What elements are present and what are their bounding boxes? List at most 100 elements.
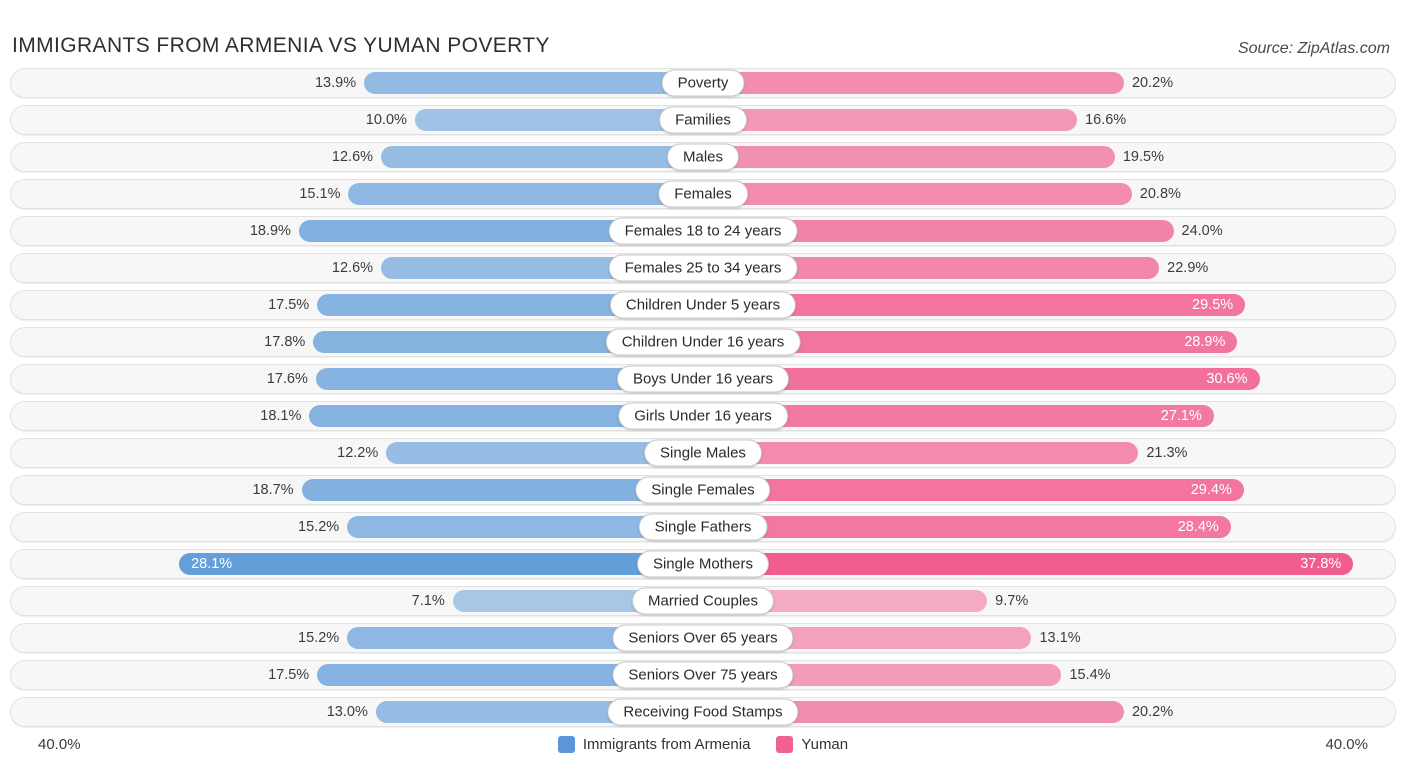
chart-row: 17.8% 28.9% Children Under 16 years <box>10 327 1396 357</box>
armenia-bar <box>348 183 703 205</box>
yuman-bar <box>703 109 1078 131</box>
yuman-half: 28.9% <box>703 331 1395 353</box>
legend-item-yuman: Yuman <box>776 736 848 753</box>
armenia-value: 13.9% <box>314 75 357 91</box>
armenia-value: 18.7% <box>252 482 294 498</box>
yuman-half: 28.4% <box>703 516 1395 538</box>
yuman-bar <box>703 146 1115 168</box>
chart-row: 15.1% 20.8% Females <box>10 179 1396 209</box>
armenia-half: 18.1% <box>11 405 703 427</box>
yuman-bar <box>703 701 1124 723</box>
armenia-half: 12.6% <box>11 257 703 279</box>
armenia-value: 12.6% <box>331 260 374 276</box>
category-label: Single Males <box>644 439 762 467</box>
yuman-value: 19.5% <box>1122 149 1164 165</box>
armenia-bar <box>313 331 703 353</box>
armenia-half: 28.1% <box>11 553 703 575</box>
category-label: Children Under 5 years <box>609 291 797 319</box>
category-label: Females <box>658 180 748 208</box>
yuman-value: 28.9% <box>1184 334 1226 350</box>
armenia-value: 15.2% <box>298 519 340 535</box>
chart-header: IMMIGRANTS FROM ARMENIA VS YUMAN POVERTY… <box>0 0 1406 68</box>
armenia-value: 17.5% <box>268 297 310 313</box>
yuman-half: 19.5% <box>703 146 1395 168</box>
yuman-bar: 29.4% <box>703 479 1244 501</box>
armenia-value: 18.9% <box>249 223 291 239</box>
yuman-bar <box>703 220 1174 242</box>
yuman-half: 20.8% <box>703 183 1395 205</box>
yuman-half: 13.1% <box>703 627 1395 649</box>
yuman-value: 30.6% <box>1206 371 1248 387</box>
category-label: Poverty <box>661 69 745 97</box>
axis-right-max: 40.0% <box>1325 736 1368 753</box>
armenia-bar <box>347 516 703 538</box>
armenia-value: 17.6% <box>266 371 308 387</box>
chart-row: 18.7% 29.4% Single Females <box>10 475 1396 505</box>
yuman-value: 29.4% <box>1190 482 1232 498</box>
armenia-half: 13.0% <box>11 701 703 723</box>
yuman-value: 13.1% <box>1039 630 1081 646</box>
yuman-value: 16.6% <box>1085 112 1127 128</box>
yuman-half: 37.8% <box>703 553 1395 575</box>
chart-row: 18.1% 27.1% Girls Under 16 years <box>10 401 1396 431</box>
yuman-value: 37.8% <box>1300 556 1342 572</box>
armenia-value: 7.1% <box>411 593 445 609</box>
chart-row: 12.2% 21.3% Single Males <box>10 438 1396 468</box>
armenia-bar <box>298 220 703 242</box>
category-label: Married Couples <box>631 587 775 615</box>
armenia-value: 17.5% <box>268 667 310 683</box>
yuman-value: 28.4% <box>1177 519 1219 535</box>
yuman-bar: 28.4% <box>703 516 1231 538</box>
armenia-half: 17.8% <box>11 331 703 353</box>
yuman-bar <box>703 442 1139 464</box>
armenia-value: 13.0% <box>326 704 368 720</box>
category-label: Girls Under 16 years <box>618 402 788 430</box>
armenia-legend-label: Immigrants from Armenia <box>582 736 751 753</box>
yuman-bar: 28.9% <box>703 331 1238 353</box>
armenia-half: 12.6% <box>11 146 703 168</box>
category-label: Single Mothers <box>636 550 770 578</box>
yuman-value: 21.3% <box>1146 445 1188 461</box>
yuman-half: 15.4% <box>703 664 1395 686</box>
yuman-legend-label: Yuman <box>801 736 849 753</box>
yuman-half: 20.2% <box>703 72 1395 94</box>
category-label: Single Females <box>635 476 771 504</box>
yuman-bar <box>703 257 1160 279</box>
armenia-bar <box>317 664 703 686</box>
legend: Immigrants from Armenia Yuman <box>557 736 848 753</box>
chart-rows: 13.9% 20.2% Poverty 10.0% 16.6% Families 12.6%… <box>10 68 1396 727</box>
yuman-value: 20.8% <box>1139 186 1181 202</box>
yuman-bar: 37.8% <box>703 553 1354 575</box>
yuman-half: 24.0% <box>703 220 1395 242</box>
armenia-bar <box>381 146 703 168</box>
yuman-half: 30.6% <box>703 368 1395 390</box>
category-label: Children Under 16 years <box>605 328 801 356</box>
chart-row: 7.1% 9.7% Married Couples <box>10 586 1396 616</box>
armenia-half: 15.1% <box>11 183 703 205</box>
yuman-value: 24.0% <box>1181 223 1223 239</box>
armenia-value: 15.2% <box>298 630 340 646</box>
armenia-half: 15.2% <box>11 516 703 538</box>
chart-row: 17.5% 15.4% Seniors Over 75 years <box>10 660 1396 690</box>
yuman-bar: 30.6% <box>703 368 1260 390</box>
yuman-half: 21.3% <box>703 442 1395 464</box>
chart-footer: 40.0% Immigrants from Armenia Yuman 40.0… <box>10 736 1396 753</box>
chart-row: 28.1% 37.8% Single Mothers <box>10 549 1396 579</box>
yuman-half: 29.4% <box>703 479 1395 501</box>
page-title: IMMIGRANTS FROM ARMENIA VS YUMAN POVERTY <box>12 34 550 57</box>
yuman-half: 27.1% <box>703 405 1395 427</box>
armenia-half: 17.5% <box>11 294 703 316</box>
armenia-bar <box>315 368 703 390</box>
armenia-half: 17.6% <box>11 368 703 390</box>
armenia-bar <box>386 442 703 464</box>
armenia-half: 12.2% <box>11 442 703 464</box>
yuman-value: 20.2% <box>1131 75 1174 91</box>
category-label: Receiving Food Stamps <box>607 698 799 726</box>
yuman-value: 9.7% <box>995 593 1029 609</box>
armenia-half: 15.2% <box>11 627 703 649</box>
armenia-value: 17.8% <box>264 334 306 350</box>
armenia-half: 7.1% <box>11 590 703 612</box>
yuman-legend-swatch <box>776 736 794 753</box>
category-label: Females 18 to 24 years <box>608 217 798 245</box>
armenia-half: 10.0% <box>11 109 703 131</box>
